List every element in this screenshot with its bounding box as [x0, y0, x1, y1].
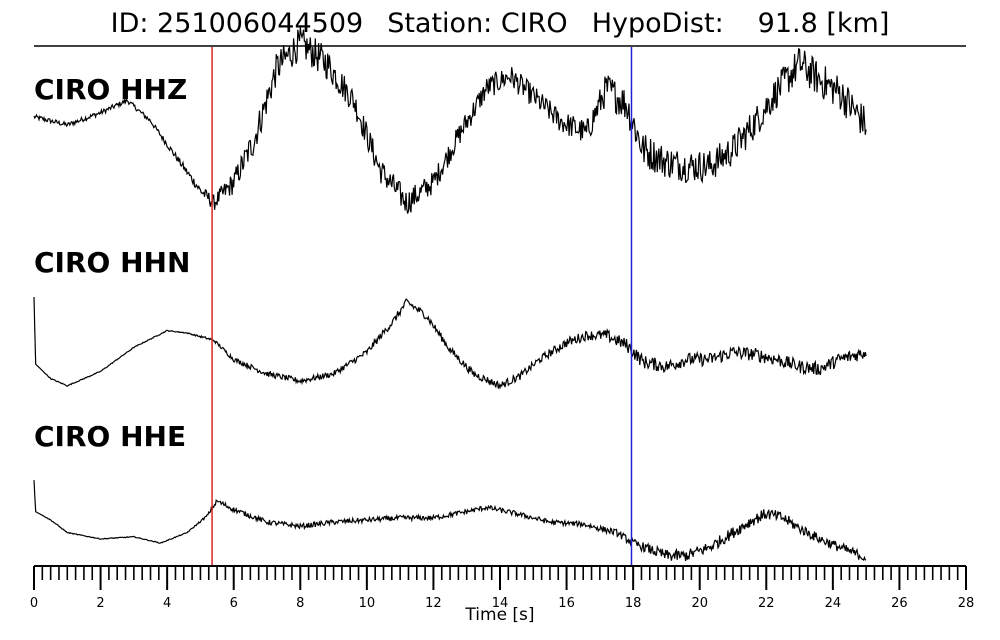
event-id: ID: 251006044509	[110, 8, 364, 39]
x-tick-label: 2	[96, 596, 104, 611]
x-tick-label: 10	[359, 596, 376, 611]
hypodist-value: 91.8 [km]	[757, 8, 890, 39]
x-tick-label: 6	[230, 596, 238, 611]
x-tick-label: 20	[691, 596, 708, 611]
x-tick-label: 18	[625, 596, 642, 611]
hypodist-label: HypoDist:	[591, 8, 724, 39]
x-tick-label: 4	[163, 596, 171, 611]
channel-label-hhe: CIRO HHE	[34, 420, 187, 453]
trace-ciro-hhe	[33, 480, 867, 562]
x-tick-label: 22	[758, 596, 775, 611]
channel-label-hhz: CIRO HHZ	[34, 73, 188, 106]
x-axis-label: Time [s]	[465, 605, 535, 625]
x-tick-label: 8	[296, 596, 304, 611]
x-tick-label: 28	[958, 596, 975, 611]
x-tick-label: 14	[492, 596, 509, 611]
channel-label-hhn: CIRO HHN	[34, 246, 191, 279]
x-tick-label: 26	[891, 596, 908, 611]
x-tick-label: 16	[558, 596, 575, 611]
chart-title: ID: 251006044509 Station: CIRO HypoDist: 91…	[0, 8, 1000, 39]
x-tick-label: 24	[825, 596, 842, 611]
trace-ciro-hhz	[33, 27, 867, 214]
station-label: Station: CIRO	[387, 8, 568, 39]
trace-ciro-hhn	[33, 296, 867, 390]
x-tick-label: 12	[425, 596, 442, 611]
x-tick-label: 0	[30, 596, 38, 611]
